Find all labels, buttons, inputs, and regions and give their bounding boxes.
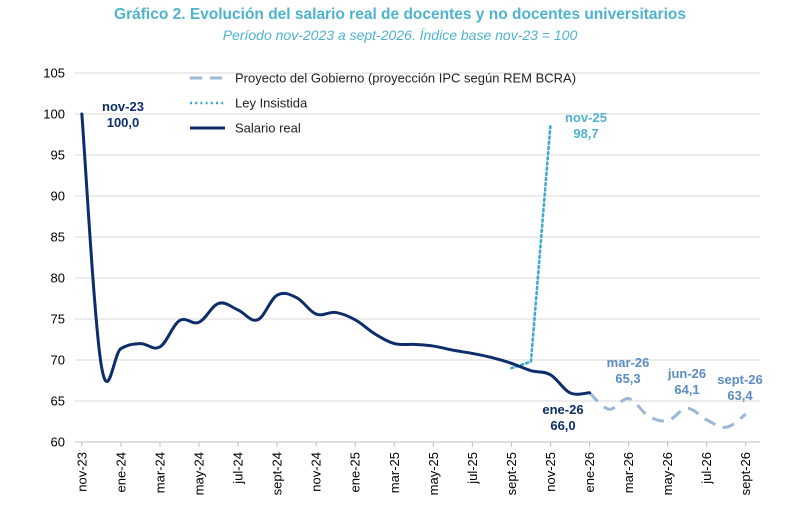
annotation-label: mar-26 [607, 355, 650, 370]
legend-label: Proyecto del Gobierno (proyección IPC se… [235, 71, 576, 86]
x-tick-label: ene-24 [113, 452, 128, 492]
x-tick-label: mar-24 [152, 452, 167, 493]
x-tick-label: may-25 [426, 452, 441, 495]
x-tick-label: sept-24 [270, 452, 285, 495]
x-tick-label: mar-26 [621, 452, 636, 493]
annotation-label: ene-26 [542, 402, 583, 417]
x-tick-label: sept-25 [504, 452, 519, 495]
x-tick-label: ene-26 [582, 452, 597, 492]
y-tick-label: 105 [43, 66, 65, 81]
x-tick-label: jul-26 [699, 452, 714, 485]
x-tick-label: jul-24 [231, 452, 246, 485]
annotation-value: 63,4 [727, 388, 753, 403]
annotation-value: 100,0 [107, 115, 140, 130]
annotation-label: jun-26 [667, 366, 706, 381]
y-tick-label: 60 [51, 435, 65, 450]
chart-title: Gráfico 2. Evolución del salario real de… [114, 6, 686, 23]
salario-real-line [80, 112, 592, 396]
y-tick-label: 95 [51, 148, 65, 163]
legend-label: Ley Insistida [235, 96, 308, 111]
x-tick-label: nov-25 [543, 452, 558, 492]
x-tick-label: may-26 [660, 452, 675, 495]
legend: Proyecto del Gobierno (proyección IPC se… [190, 71, 576, 136]
legend-label: Salario real [235, 121, 301, 136]
y-tick-label: 70 [51, 353, 65, 368]
y-axis-ticks: 60 65 70 75 80 85 90 95 100 105 [43, 66, 65, 450]
x-tick-label: sept-26 [738, 452, 753, 495]
x-tick-label: ene-25 [348, 452, 363, 492]
x-axis-ticks: nov-23 ene-24 mar-24 may-24 jul-24 sept-24 nov… [74, 442, 753, 495]
x-tick-label: may-24 [191, 452, 206, 495]
y-tick-label: 75 [51, 312, 65, 327]
annotation-value: 64,1 [674, 382, 699, 397]
annotation-label: sept-26 [717, 372, 763, 387]
ley-insistida-line [510, 123, 552, 370]
y-tick-label: 65 [51, 394, 65, 409]
chart-subtitle: Período nov-2023 a sept-2026. Índice bas… [222, 27, 578, 43]
annotation-value: 98,7 [573, 126, 598, 141]
annotation-value: 65,3 [615, 371, 640, 386]
y-tick-label: 85 [51, 230, 65, 245]
series-lines [80, 112, 747, 429]
y-tick-label: 100 [43, 107, 65, 122]
proyecto-gobierno-line [588, 391, 747, 429]
annotation-value: 66,0 [550, 418, 575, 433]
x-tick-label: nov-23 [74, 452, 89, 492]
y-tick-label: 80 [51, 271, 65, 286]
x-tick-label: mar-25 [387, 452, 402, 493]
annotation-label: nov-25 [565, 110, 607, 125]
y-tick-label: 90 [51, 189, 65, 204]
gridlines [75, 72, 760, 402]
x-tick-label: nov-24 [309, 452, 324, 492]
annotation-label: nov-23 [102, 99, 144, 114]
x-tick-label: jul-25 [465, 452, 480, 485]
